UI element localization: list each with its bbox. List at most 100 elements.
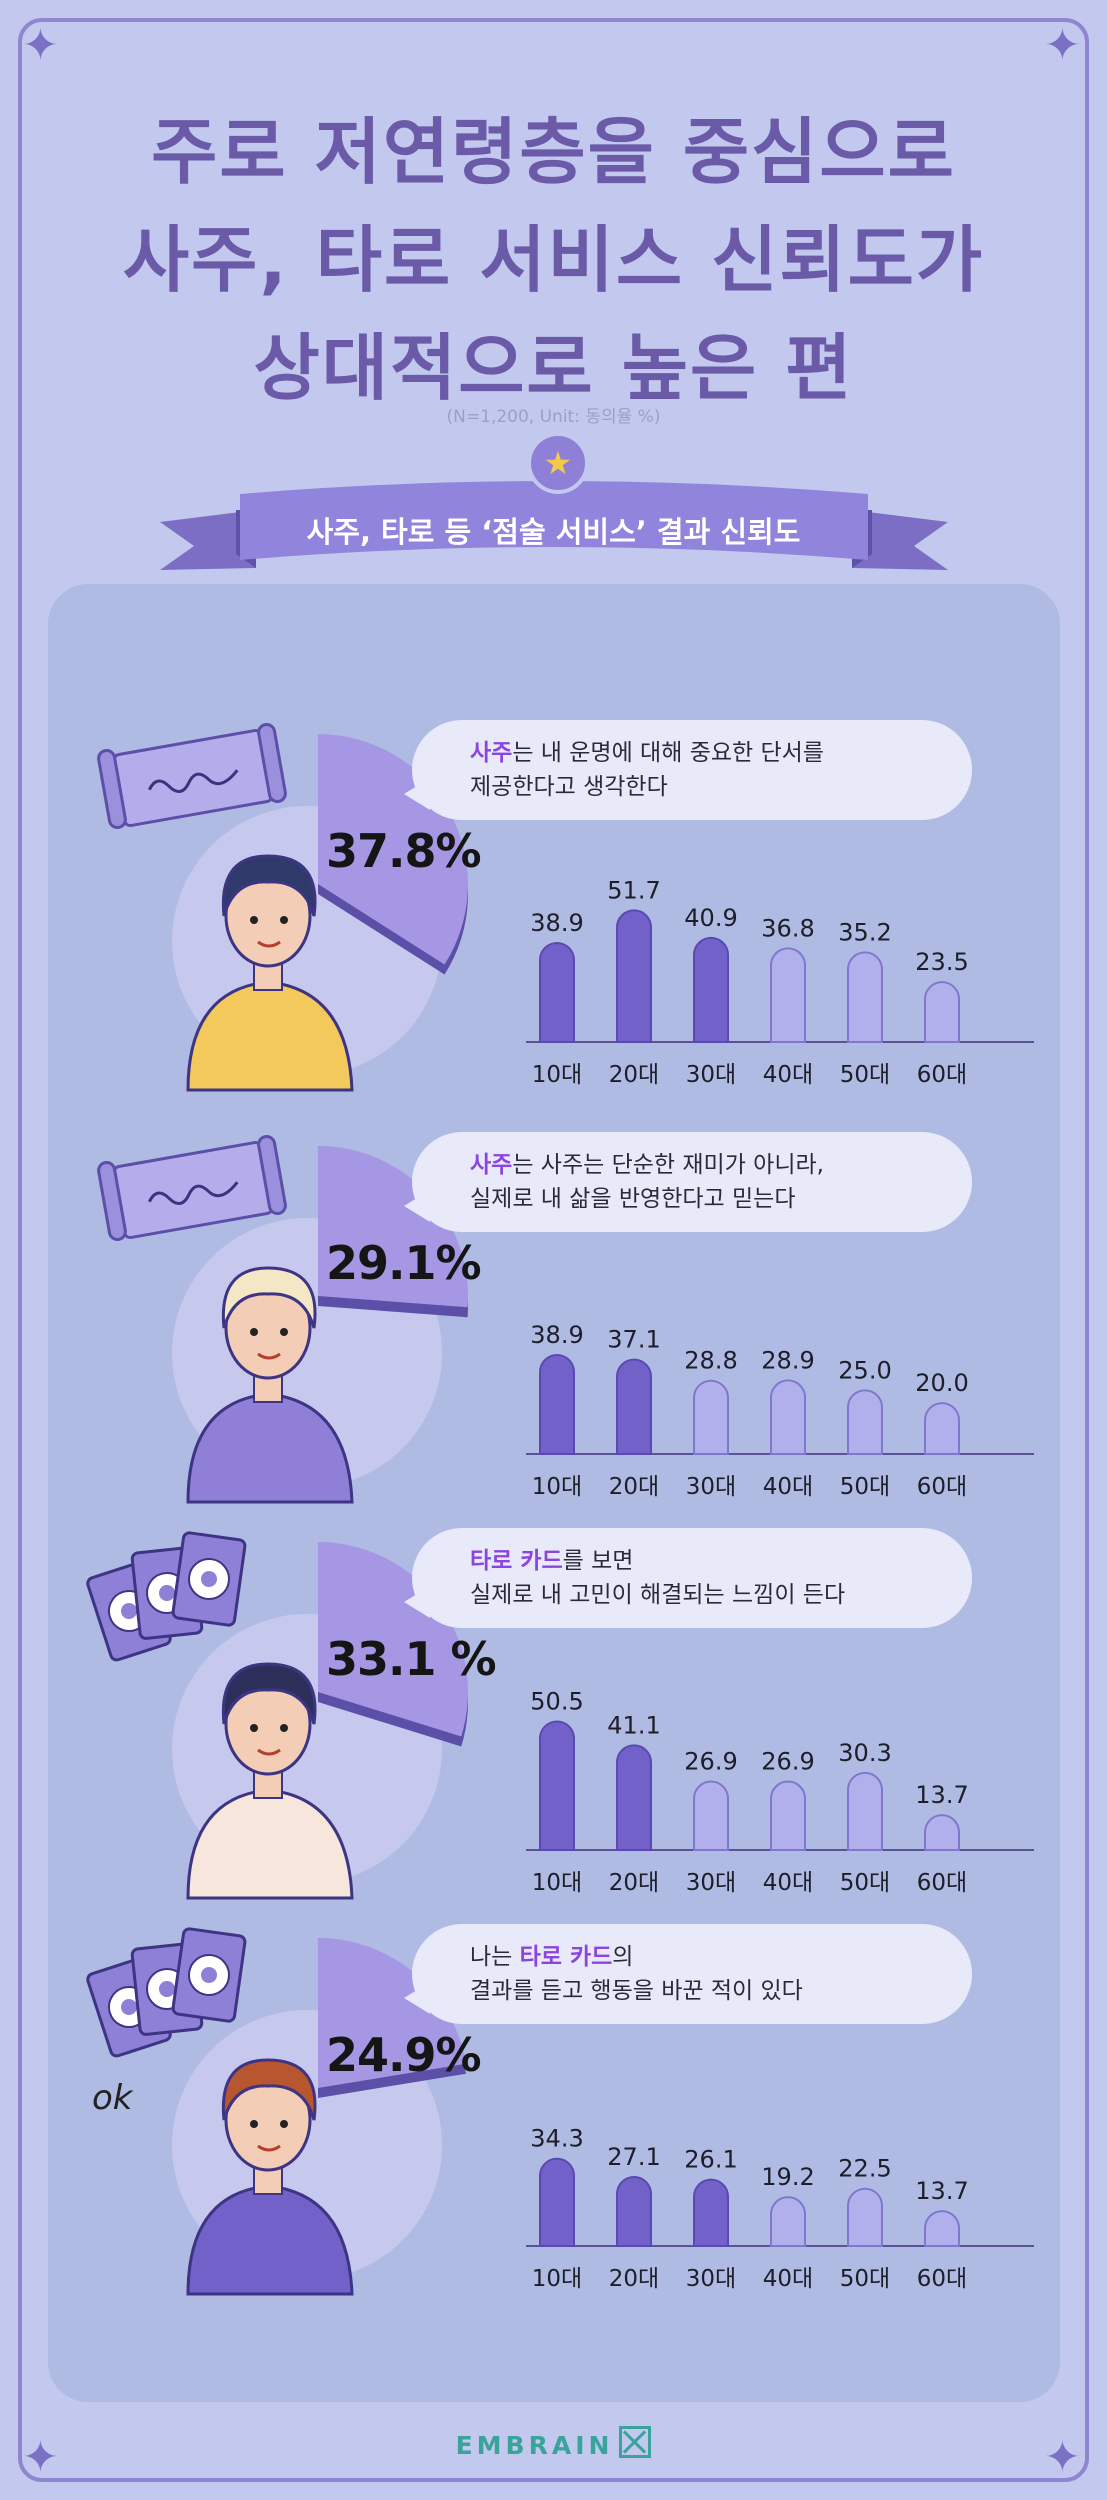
category-label: 60대 bbox=[917, 1062, 967, 1088]
bar-value-label: 35.2 bbox=[838, 918, 891, 946]
category-label: 40대 bbox=[763, 1062, 813, 1088]
statement-line-2: 결과를 듣고 행동을 바꾼 적이 있다 bbox=[470, 1978, 803, 2004]
total-percentage: 37.8% bbox=[326, 824, 482, 878]
sparkle-icon: ✦ bbox=[1044, 2432, 1081, 2483]
statement-text: 타로 카드를 보면 실제로 내 고민이 해결되는 느낌이 든다 bbox=[470, 1544, 952, 1612]
category-label: 40대 bbox=[763, 1474, 813, 1500]
title-line-2: 사주, 타로 서비스 신뢰도가 bbox=[122, 218, 985, 302]
bar bbox=[616, 1358, 652, 1455]
category-label: 30대 bbox=[686, 2266, 736, 2292]
statement-rest: 의 bbox=[612, 1944, 634, 1970]
person-illustration bbox=[86, 1531, 354, 1900]
statement-keyword: 사주 bbox=[470, 1152, 513, 1178]
total-pie-slice bbox=[318, 1146, 468, 1318]
bar-value-label: 28.8 bbox=[684, 1347, 737, 1375]
category-label: 30대 bbox=[686, 1474, 736, 1500]
total-percentage: 33.1 % bbox=[326, 1632, 497, 1686]
age-bar-chart: 34.3 10대 27.1 20대 26.1 30대 19.2 40대 22.5 50대 13.7 6… bbox=[526, 2125, 1034, 2292]
statement-bubble: 사주는 내 운명에 대해 중요한 단서를 제공한다고 생각한다 bbox=[412, 720, 972, 820]
statement-text: 사주는 내 운명에 대해 중요한 단서를 제공한다고 생각한다 bbox=[470, 736, 952, 804]
bar-value-label: 34.3 bbox=[530, 2125, 583, 2153]
bar-value-label: 22.5 bbox=[838, 2155, 891, 2183]
category-label: 60대 bbox=[917, 1474, 967, 1500]
category-label: 50대 bbox=[840, 1870, 890, 1896]
category-label: 50대 bbox=[840, 1062, 890, 1088]
bar bbox=[693, 1780, 729, 1851]
bar bbox=[616, 1744, 652, 1851]
statement-prefix: 나는 bbox=[470, 1944, 520, 1970]
person-figure bbox=[186, 1662, 354, 1900]
category-label: 40대 bbox=[763, 2266, 813, 2292]
statement-line-1: 사주는 내 운명에 대해 중요한 단서를 bbox=[470, 736, 952, 770]
statement-keyword: 타로 카드 bbox=[519, 1944, 613, 1970]
category-label: 40대 bbox=[763, 1870, 813, 1896]
ribbon-banner bbox=[160, 481, 948, 570]
bar bbox=[693, 2178, 729, 2247]
bar bbox=[539, 1353, 575, 1455]
scroll-icon bbox=[97, 1134, 287, 1242]
chart-section-2: 29.1% 사주는 사주는 단순한 재미가 아니라, 실제로 내 삶을 반영한다고 … bbox=[48, 1132, 1060, 1532]
bar bbox=[847, 951, 883, 1043]
bar bbox=[924, 1814, 960, 1851]
bar bbox=[539, 1720, 575, 1851]
age-bar-chart: 38.9 10대 51.7 20대 40.9 30대 36.8 40대 35.2 50대 23.5 6… bbox=[526, 876, 1034, 1088]
pie-slice bbox=[318, 1146, 468, 1308]
ribbon-label: 사주, 타로 등 ‘점술 서비스’ 결과 신뢰도 bbox=[306, 515, 801, 549]
person-figure bbox=[186, 1266, 354, 1504]
statement-keyword: 사주 bbox=[470, 740, 513, 766]
sample-note: (N=1,200, Unit: 동의율 %) bbox=[446, 407, 661, 427]
bar-value-label: 19.2 bbox=[761, 2163, 814, 2191]
statement-line-2: 실제로 내 고민이 해결되는 느낌이 든다 bbox=[470, 1582, 846, 1608]
bar-value-label: 20.0 bbox=[915, 1369, 968, 1397]
bar bbox=[770, 2196, 806, 2247]
scroll-icon bbox=[97, 722, 287, 830]
bar-value-label: 13.7 bbox=[915, 2177, 968, 2205]
bar bbox=[616, 909, 652, 1043]
sparkle-icon: ✦ bbox=[22, 20, 59, 71]
age-bar-chart: 38.9 10대 37.1 20대 28.8 30대 28.9 40대 25.0 50대 20.0 6… bbox=[526, 1321, 1034, 1500]
bar bbox=[924, 981, 960, 1043]
brand-logo: EMBRAIN bbox=[0, 2426, 1107, 2460]
bar-value-label: 38.9 bbox=[530, 1321, 583, 1349]
statement-line-1: 사주는 사주는 단순한 재미가 아니라, bbox=[470, 1148, 952, 1182]
chart-section-3: 33.1 % 타로 카드를 보면 실제로 내 고민이 해결되는 느낌이 든다 50.5… bbox=[48, 1528, 1060, 1928]
person-figure bbox=[186, 854, 354, 1092]
bar bbox=[770, 947, 806, 1043]
bar bbox=[770, 1379, 806, 1455]
pie-slice bbox=[318, 1542, 468, 1737]
statement-line-1: 나는 타로 카드의 bbox=[470, 1940, 952, 1974]
age-bar-chart: 50.5 10대 41.1 20대 26.9 30대 26.9 40대 30.3 50대 13.7 6… bbox=[526, 1687, 1034, 1896]
bar bbox=[539, 2157, 575, 2247]
category-label: 30대 bbox=[686, 1870, 736, 1896]
category-label: 20대 bbox=[609, 2266, 659, 2292]
bar-value-label: 30.3 bbox=[838, 1739, 891, 1767]
bar-value-label: 50.5 bbox=[530, 1687, 583, 1715]
category-label: 50대 bbox=[840, 1474, 890, 1500]
statement-rest: 는 사주는 단순한 재미가 아니라, bbox=[512, 1152, 824, 1178]
star-icon: ★ bbox=[527, 432, 589, 494]
person-illustration bbox=[97, 722, 354, 1092]
brand-name: EMBRAIN bbox=[455, 2431, 614, 2460]
title-line-3: 상대적으로 높은 편 bbox=[253, 326, 854, 410]
category-label: 20대 bbox=[609, 1870, 659, 1896]
bar-value-label: 25.0 bbox=[838, 1356, 891, 1384]
total-percentage: 29.1% bbox=[326, 1236, 482, 1290]
bar-value-label: 40.9 bbox=[684, 904, 737, 932]
bar-value-label: 27.1 bbox=[607, 2143, 660, 2171]
category-label: 20대 bbox=[609, 1474, 659, 1500]
category-label: 10대 bbox=[532, 1474, 582, 1500]
sparkle-icon: ✦ bbox=[22, 2432, 59, 2483]
bar bbox=[847, 2187, 883, 2247]
person-illustration bbox=[97, 1134, 354, 1504]
statement-line-2: 실제로 내 삶을 반영한다고 믿는다 bbox=[470, 1186, 796, 1212]
bar bbox=[616, 2176, 652, 2247]
category-label: 60대 bbox=[917, 1870, 967, 1896]
statement-rest: 를 보면 bbox=[562, 1548, 634, 1574]
statement-text: 사주는 사주는 단순한 재미가 아니라, 실제로 내 삶을 반영한다고 믿는다 bbox=[470, 1148, 952, 1216]
total-pie-slice bbox=[318, 1542, 468, 1747]
total-percentage: 24.9% bbox=[326, 2028, 482, 2082]
bar bbox=[847, 1389, 883, 1455]
category-label: 10대 bbox=[532, 2266, 582, 2292]
pie-slice bbox=[318, 1938, 467, 2088]
